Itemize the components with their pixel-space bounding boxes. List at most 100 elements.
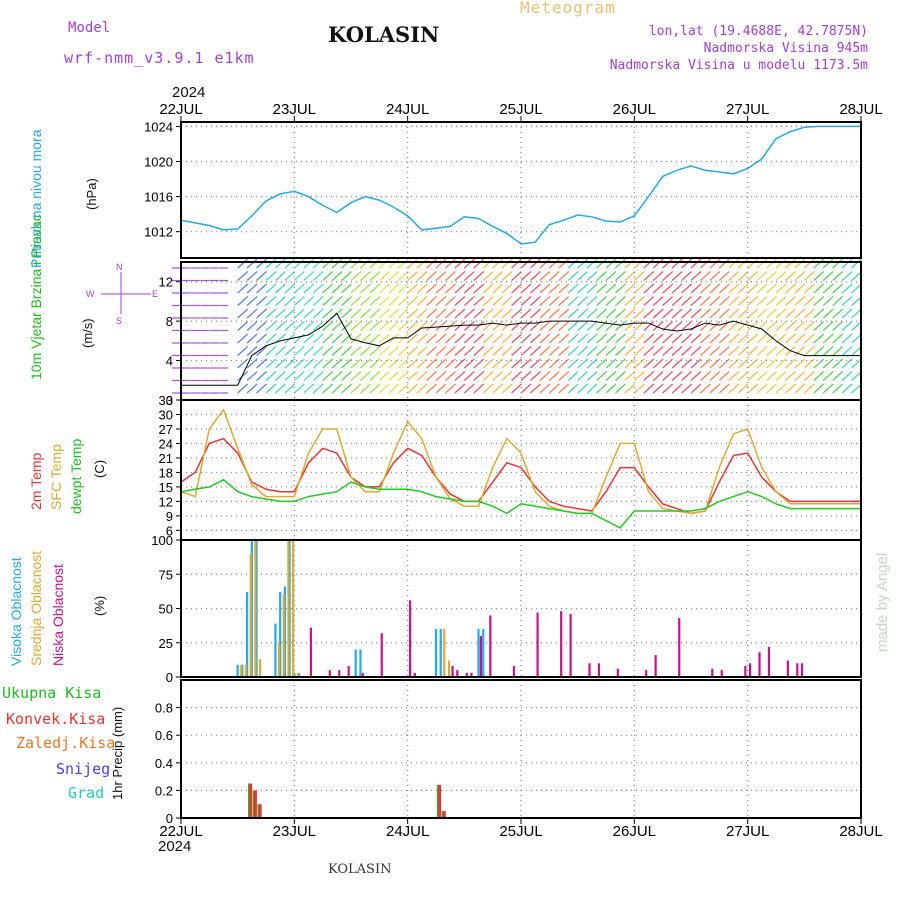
wind-barb [388,296,400,306]
wind-barb [813,346,825,356]
wind-barb [275,258,286,269]
wind-barb [851,321,862,331]
wind-barb [785,308,796,319]
wind-barb [501,308,513,319]
wind-barb [256,371,267,381]
wind-barb [303,283,315,294]
bar-precip-1 [442,811,446,818]
x-tick-label-top: 25JUL [499,101,542,118]
wind-barb [775,296,787,306]
wind-barb [426,258,437,269]
wind-barb [605,346,617,356]
wind-barb [463,358,475,369]
wind-barb [633,283,645,294]
wind-barb [605,296,617,306]
wind-barb [586,308,598,319]
bar-precip-1 [258,804,262,818]
wind-barb [284,321,296,331]
year-top: 2024 [172,84,206,101]
wind-barb [558,308,570,319]
wind-barb [284,383,296,394]
wind-barb [822,258,834,269]
wind-barb [681,333,692,344]
wind-barb [615,321,626,331]
wind-barb [671,271,683,281]
wind-barb [473,346,485,356]
bar-cloud-1 [259,659,262,677]
wind-barb [766,271,777,281]
wind-barb [246,371,258,381]
wind-barb [803,258,815,269]
wind-barb [237,271,249,281]
wind-barb [350,283,362,294]
wind-barb [511,283,522,294]
wind-barb [322,346,334,356]
wind-barb [681,383,692,394]
wind-barb [841,383,853,394]
wind-barb [662,258,674,269]
wind-barb [435,333,447,344]
wind-barb [539,383,551,394]
bar-cloud-0 [255,540,258,677]
wind-barb [700,271,711,281]
wind-barb [416,283,428,294]
wind-barb [501,346,513,356]
wind-barb [492,296,504,306]
wind-barb [539,346,551,356]
wind-barb [662,333,674,344]
wind-barb [851,296,862,306]
wind-barb [690,383,702,394]
wind-barb [407,371,419,381]
wind-barb [426,308,437,319]
wind-barb [501,271,513,281]
bar-cloud-2 [413,672,416,677]
wind-barb [586,271,598,281]
wind-barb [303,308,315,319]
wind-barb [558,258,570,269]
precip-label-hail: Grad [68,784,105,802]
wind-barb [341,283,352,294]
wind-barb [275,283,286,294]
wind-barb [501,383,513,394]
wind-barb [303,321,315,331]
wind-barb [397,271,409,281]
wind-barb [416,271,428,281]
wind-barb [511,296,522,306]
wind-barb [416,321,428,331]
wind-barb [662,283,674,294]
wind-barb [454,296,466,306]
wind-barb [416,308,428,319]
y-tick-label: 8 [166,314,173,329]
wind-barb [275,271,286,281]
wind-barb [256,283,267,294]
wind-barb [293,371,305,381]
wind-barb [822,308,834,319]
wind-barb [624,296,636,306]
wind-barb [803,346,815,356]
x-tick-label-bottom: 28JUL [839,823,882,840]
wind-barb [246,321,258,331]
wind-barb [851,258,862,269]
wind-barb [690,296,702,306]
wind-barb [671,358,683,369]
wind-barb [577,296,589,306]
wind-barb [709,296,721,306]
x-tick-label-bottom: 23JUL [273,823,316,840]
wind-barb [643,308,655,319]
bar-cloud-2 [560,611,563,677]
wind-barb [482,258,494,269]
wind-barb [435,283,447,294]
wind-barb [369,333,381,344]
wind-barb [482,283,494,294]
footer-station: KOLASIN [328,862,392,877]
wind-barb [633,271,645,281]
wind-barb [681,321,692,331]
wind-barb [426,358,437,369]
wind-barb [652,258,664,269]
wind-barb [256,333,267,344]
wind-barb [350,358,362,369]
wind-barb [785,321,796,331]
wind-barb [463,321,475,331]
wind-barb [463,283,475,294]
wind-barb [369,321,381,331]
